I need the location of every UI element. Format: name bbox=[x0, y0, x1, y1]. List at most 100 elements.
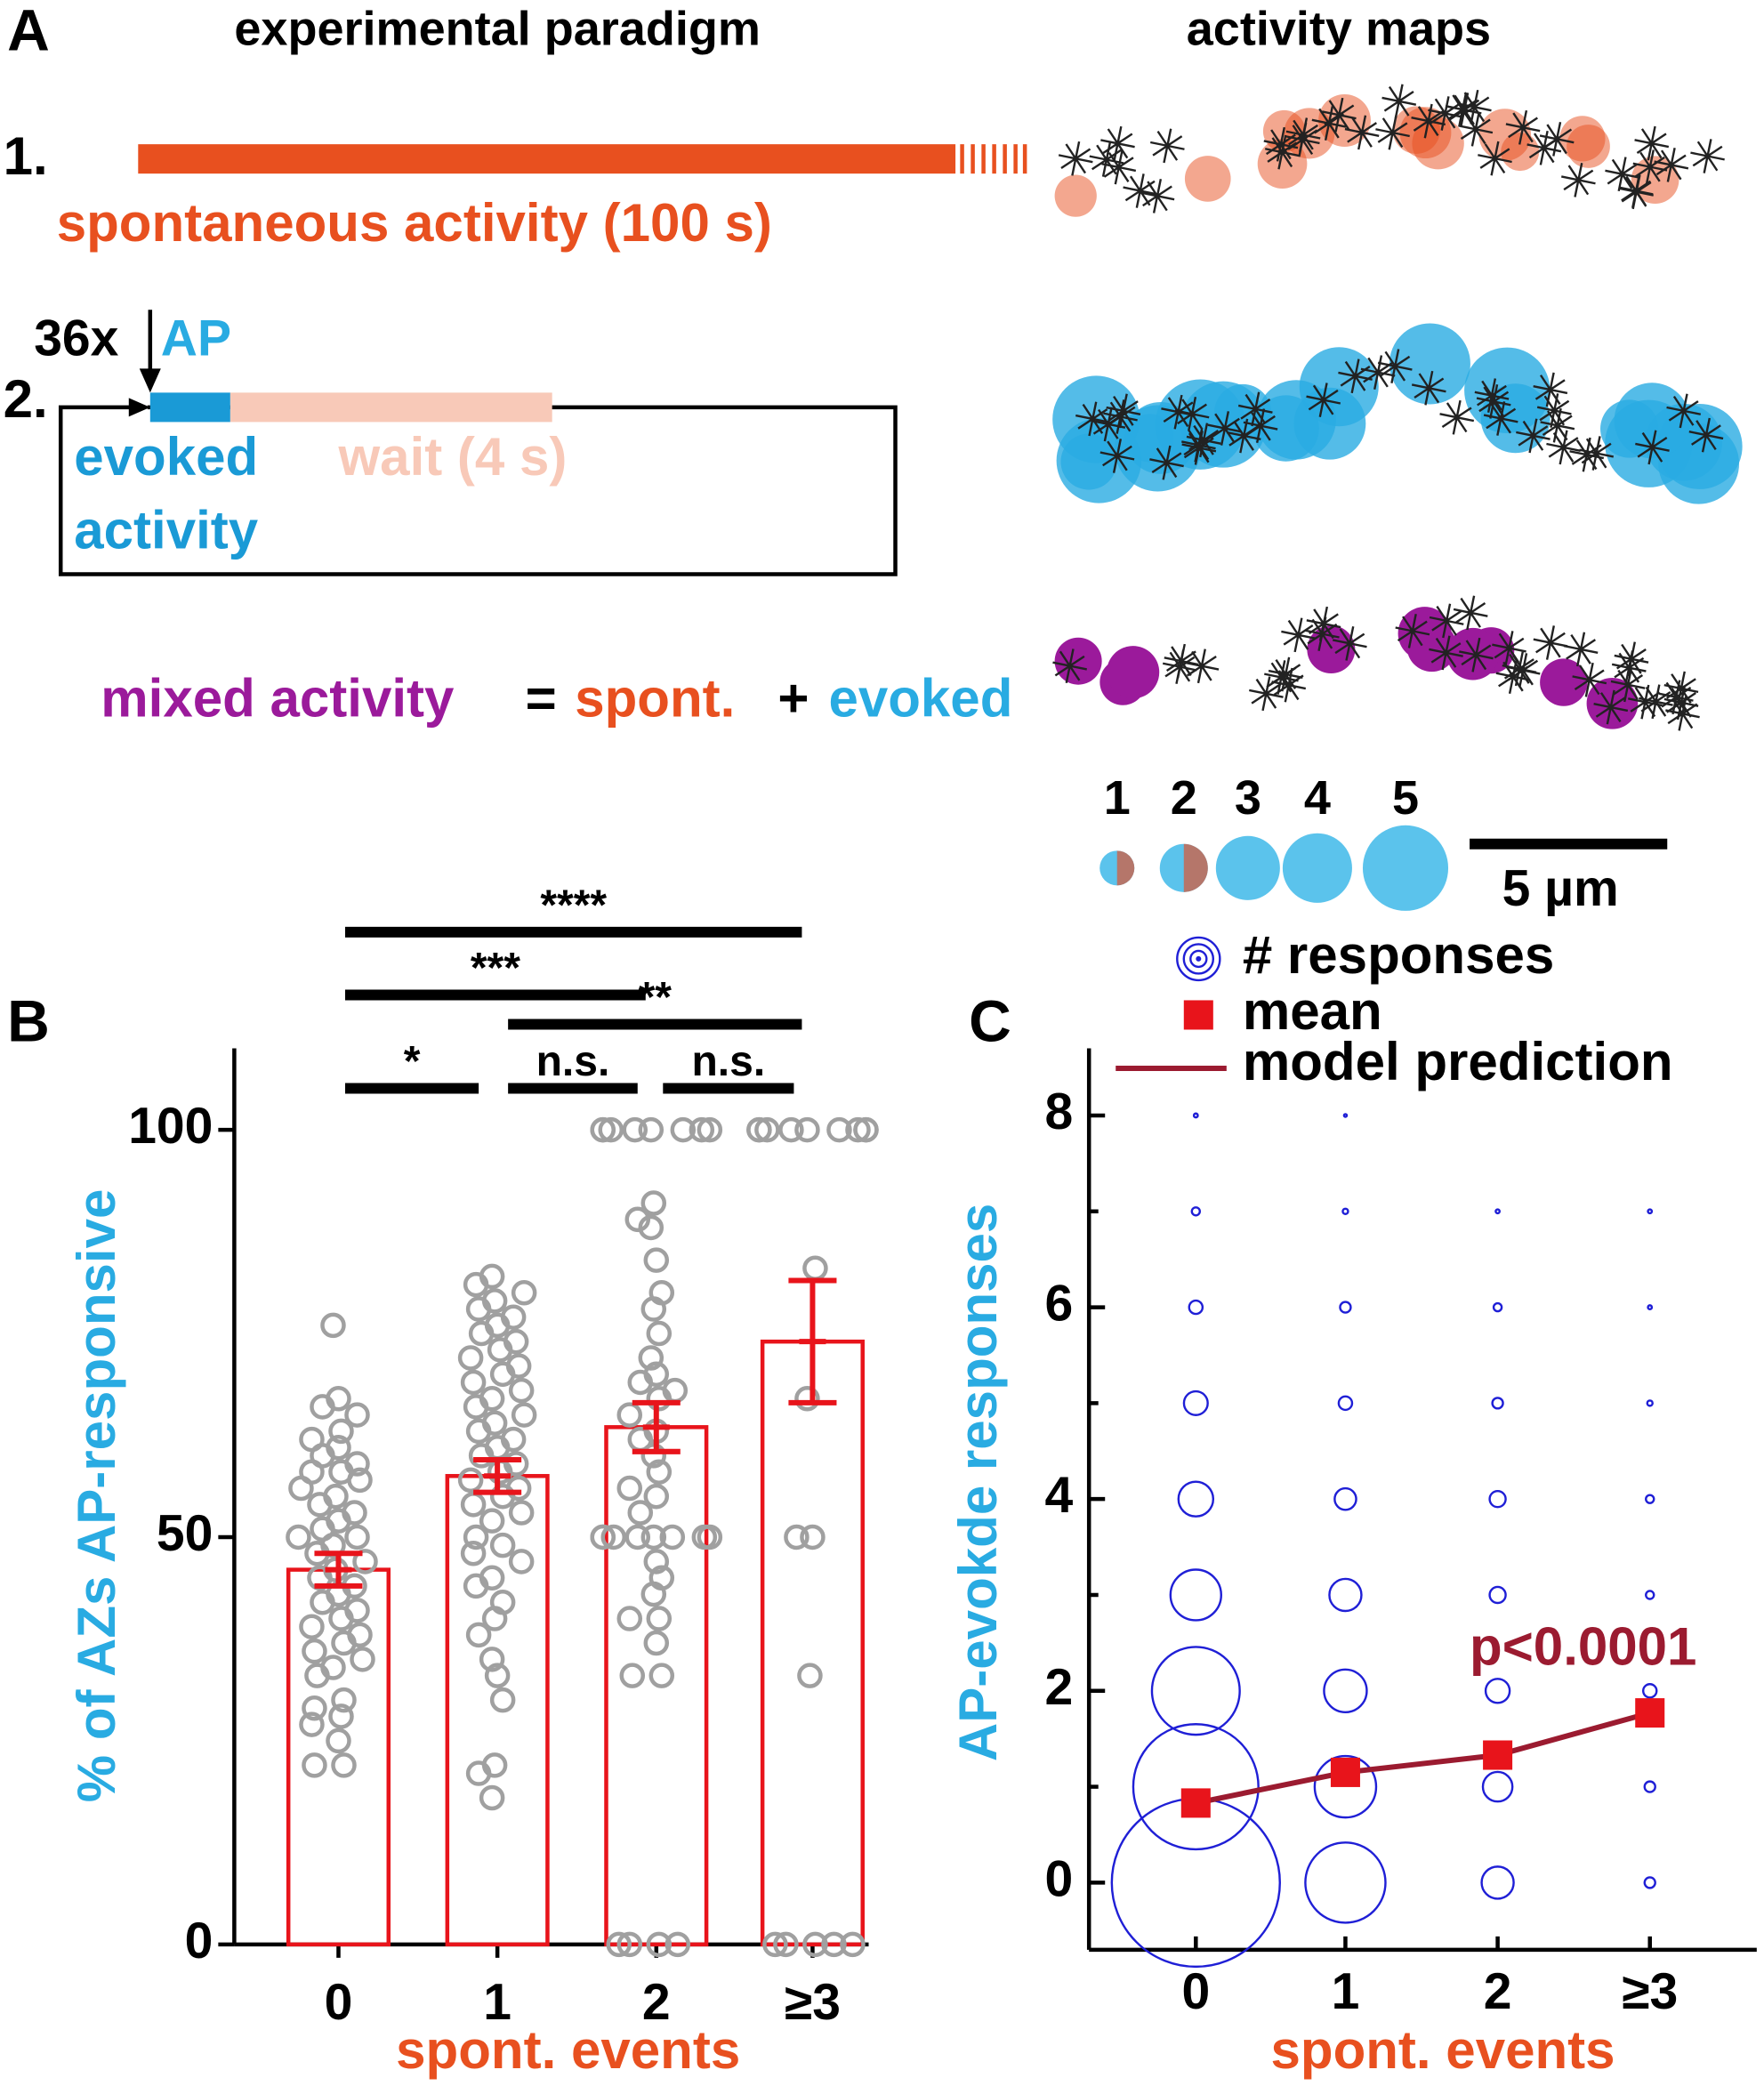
data-point bbox=[670, 1116, 697, 1143]
significance-label: *** bbox=[471, 945, 520, 992]
az-activity bbox=[1389, 323, 1470, 405]
data-point bbox=[328, 1606, 354, 1631]
data-point bbox=[468, 1320, 495, 1347]
active-zone bbox=[1075, 401, 1110, 437]
data-point bbox=[328, 1703, 354, 1729]
bubble bbox=[1339, 1301, 1352, 1314]
active-zone bbox=[1458, 111, 1494, 147]
data-point bbox=[778, 1116, 804, 1143]
data-point bbox=[762, 1931, 788, 1958]
x-tick-label: 2 bbox=[1484, 1963, 1512, 2020]
spont-bar-dashes bbox=[960, 144, 1027, 174]
panel-label: A bbox=[7, 0, 50, 62]
active-zone bbox=[1533, 372, 1568, 407]
size-legend-half bbox=[1183, 843, 1208, 892]
data-point bbox=[457, 1467, 484, 1494]
az-activity bbox=[1307, 625, 1356, 674]
active-zone bbox=[1375, 115, 1410, 150]
data-point bbox=[802, 1255, 828, 1282]
data-point bbox=[627, 1500, 654, 1526]
active-zone bbox=[1184, 648, 1220, 684]
spont-label: spontaneous activity (100 s) bbox=[57, 193, 772, 253]
bubble bbox=[1342, 1113, 1349, 1118]
active-zone bbox=[1605, 157, 1639, 192]
active-zone bbox=[1483, 401, 1518, 436]
active-zone bbox=[1540, 407, 1575, 443]
data-point bbox=[794, 1386, 820, 1412]
loop-arrow bbox=[128, 398, 150, 417]
y-axis-label: AP-evokde responses bbox=[948, 1204, 1008, 1761]
stim-arrow-head bbox=[139, 368, 161, 393]
y-tick-label: 50 bbox=[157, 1505, 213, 1562]
active-zone bbox=[1572, 662, 1607, 697]
data-point bbox=[320, 1312, 346, 1339]
bubble bbox=[1313, 1754, 1378, 1819]
data-point bbox=[310, 1589, 335, 1615]
mean-marker bbox=[1483, 1740, 1513, 1770]
active-zone bbox=[1249, 676, 1284, 712]
data-point bbox=[463, 1394, 489, 1420]
data-point bbox=[288, 1475, 314, 1502]
active-zone bbox=[1306, 606, 1341, 641]
active-zone bbox=[1632, 149, 1668, 184]
data-point bbox=[460, 1369, 487, 1396]
bubble bbox=[1337, 1395, 1354, 1412]
data-point bbox=[460, 1541, 487, 1566]
y-tick-label: 2 bbox=[1044, 1659, 1073, 1716]
data-point bbox=[640, 1524, 667, 1550]
data-point bbox=[307, 1492, 333, 1518]
data-point bbox=[600, 1524, 627, 1550]
active-zone bbox=[1561, 162, 1596, 197]
data-point bbox=[508, 1549, 535, 1575]
x-axis-label: spont. events bbox=[1271, 2020, 1615, 2080]
data-point bbox=[463, 1271, 489, 1298]
bubble bbox=[1328, 1577, 1363, 1613]
active-zone bbox=[1101, 149, 1137, 185]
y-axis-label: % of AZs AP-responsive bbox=[67, 1189, 126, 1803]
active-zone bbox=[1207, 411, 1243, 446]
active-zone bbox=[1619, 174, 1654, 210]
evoked-label: evoked bbox=[74, 427, 258, 487]
active-zone bbox=[1237, 391, 1273, 427]
bubble bbox=[1646, 1399, 1654, 1407]
active-zone bbox=[1161, 394, 1196, 430]
active-zone bbox=[1411, 103, 1446, 139]
size-legend-label: 4 bbox=[1304, 771, 1331, 825]
data-point bbox=[302, 1752, 327, 1778]
data-point bbox=[479, 1647, 505, 1672]
data-point bbox=[590, 1524, 616, 1550]
data-point bbox=[326, 1728, 351, 1754]
legend-mean bbox=[1183, 1000, 1213, 1030]
bar bbox=[760, 1339, 865, 1947]
scale-label: 5 µm bbox=[1502, 860, 1619, 917]
data-point bbox=[624, 1206, 651, 1233]
size-legend-label: 1 bbox=[1104, 771, 1131, 825]
active-zone bbox=[1476, 384, 1511, 419]
plus: + bbox=[777, 669, 809, 729]
active-zone bbox=[1360, 355, 1396, 390]
significance-label: * bbox=[404, 1038, 421, 1085]
active-zone bbox=[1533, 625, 1568, 660]
data-point bbox=[489, 1687, 516, 1713]
bubble bbox=[1150, 1646, 1241, 1736]
active-zone bbox=[1593, 689, 1629, 725]
data-point bbox=[638, 1214, 665, 1241]
data-point bbox=[616, 1402, 643, 1428]
error-bar bbox=[788, 1277, 837, 1405]
data-point bbox=[797, 1663, 823, 1688]
data-point bbox=[619, 1663, 646, 1688]
size-legend-half bbox=[1116, 850, 1135, 886]
bubble bbox=[1488, 1489, 1507, 1509]
data-point bbox=[463, 1524, 489, 1550]
data-point bbox=[352, 1549, 378, 1575]
active-zone bbox=[1089, 142, 1124, 177]
active-zone bbox=[1186, 423, 1221, 458]
data-point bbox=[646, 1931, 673, 1958]
bubble bbox=[1333, 1486, 1357, 1511]
evoked-label: activity bbox=[74, 500, 259, 560]
y-tick-label: 4 bbox=[1044, 1467, 1073, 1524]
bubble bbox=[1169, 1568, 1222, 1622]
data-point bbox=[840, 1931, 866, 1958]
active-zone bbox=[1264, 134, 1300, 170]
